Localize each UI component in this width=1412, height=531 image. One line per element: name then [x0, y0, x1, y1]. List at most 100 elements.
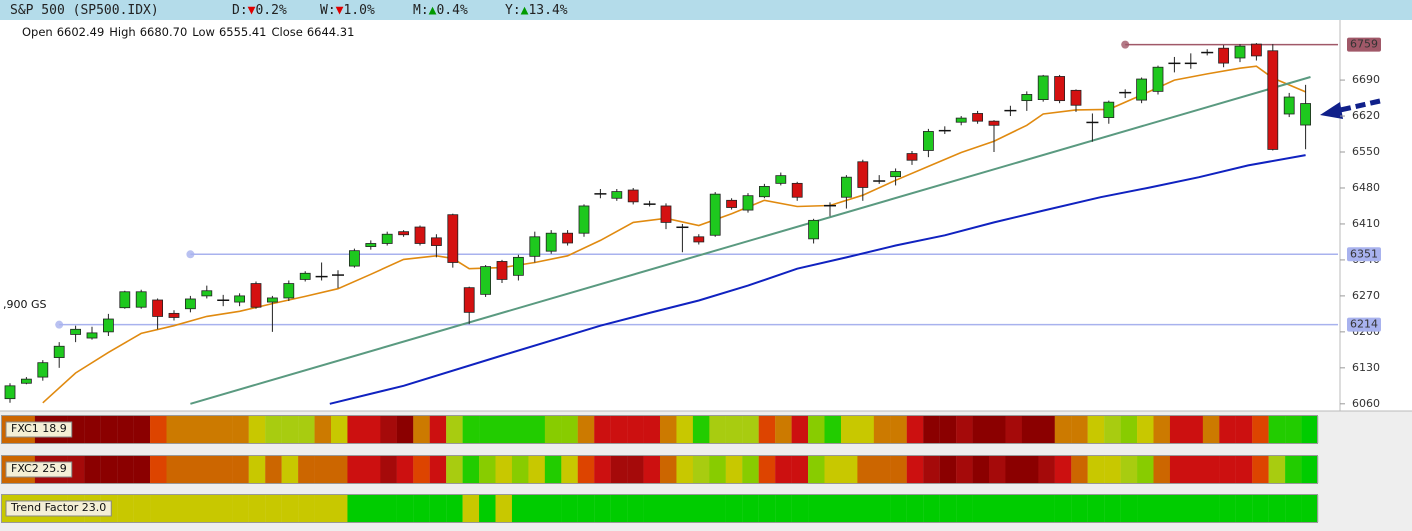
candle-body — [923, 131, 934, 151]
strip-cell — [1219, 416, 1236, 443]
strip-cell — [610, 456, 628, 483]
strip-cell — [363, 456, 381, 483]
strip-cell — [824, 456, 842, 483]
strip-cell — [1219, 456, 1236, 483]
ohlc-label: Close — [272, 25, 303, 39]
candle-body — [972, 113, 983, 122]
strip-cell — [923, 416, 940, 443]
strip-cell — [808, 416, 825, 443]
strip-cell — [610, 416, 628, 443]
candle-body — [611, 191, 623, 199]
candle-body — [217, 299, 230, 301]
ohlc-text: Open 6602.49 High 6680.70 Low 6555.41 Close 664… — [22, 25, 354, 39]
candle-body — [709, 193, 721, 236]
strip-cell — [528, 456, 545, 483]
change-arrow: ▼ — [248, 3, 256, 18]
y-tick-label: 6620 — [1352, 109, 1380, 122]
strip-cell — [742, 495, 759, 522]
strip-cell — [1285, 495, 1302, 522]
y-tick-label: 6550 — [1352, 145, 1380, 158]
level-label: 6351 — [1350, 247, 1378, 260]
strip-cell — [298, 495, 315, 522]
strip-cell — [972, 416, 990, 443]
arrow-head — [1320, 102, 1343, 119]
strip-cell — [314, 495, 332, 522]
strip-cell — [446, 495, 463, 522]
strip-cell — [1137, 495, 1154, 522]
strip-cell — [561, 416, 578, 443]
ohlc-label: Low — [192, 25, 215, 39]
candle-body — [4, 385, 16, 400]
strip-cell — [248, 495, 266, 522]
candle-body — [578, 205, 590, 234]
strip-label: FXC2 25.9 — [11, 462, 67, 475]
candle-body — [1283, 96, 1295, 115]
strip-cell — [429, 416, 447, 443]
strip-cell — [791, 495, 809, 522]
change-value: 1.0% — [343, 3, 374, 18]
strip-cell — [511, 495, 529, 522]
strip-cell — [1005, 495, 1023, 522]
strip-cell — [725, 456, 743, 483]
candle-body — [693, 236, 705, 243]
change-value: 0.2% — [255, 3, 286, 18]
strip-cell — [857, 456, 874, 483]
candle-body — [1119, 91, 1132, 94]
ohlc-value: 6602.49 — [57, 25, 105, 39]
strip-cell — [775, 456, 792, 483]
candle-body — [266, 297, 278, 303]
strip-cell — [923, 456, 940, 483]
level-dot — [1121, 40, 1130, 49]
strip-cell — [117, 456, 134, 483]
strip-cell — [314, 416, 332, 443]
strip-cell — [873, 416, 891, 443]
strip-cell — [709, 456, 726, 483]
strip-label-box — [5, 500, 112, 517]
candle-body — [1251, 43, 1262, 57]
candle-body — [1267, 50, 1279, 150]
level-dot — [186, 250, 195, 259]
strip-cell — [857, 416, 874, 443]
strip-cell — [429, 495, 447, 522]
strip-cell — [84, 456, 101, 483]
candle-body — [562, 232, 573, 244]
strip-cell — [660, 495, 677, 522]
strip-cell — [150, 495, 167, 522]
strip-cell — [331, 416, 348, 443]
candle-body — [234, 295, 246, 303]
strip-cell — [347, 495, 365, 522]
strip-cell — [890, 416, 907, 443]
strip-cell — [528, 495, 545, 522]
strip-cell — [676, 495, 694, 522]
strip-cell — [281, 416, 299, 443]
strip-cell — [1235, 456, 1253, 483]
candle-body — [119, 291, 131, 309]
strip-cell — [281, 495, 299, 522]
strip-cell — [1005, 456, 1023, 483]
y-tick-label: 6130 — [1352, 361, 1380, 374]
candle-body — [676, 226, 689, 229]
strip-cell — [298, 456, 315, 483]
strip-cell — [1202, 456, 1220, 483]
strip-cell — [544, 416, 562, 443]
strip-cell — [396, 416, 414, 443]
strip-cell — [890, 495, 907, 522]
strip-cell — [1137, 416, 1154, 443]
strip-cell — [939, 416, 957, 443]
change-value: 13.4% — [528, 3, 567, 18]
candle-body — [414, 226, 426, 244]
strip-cell — [413, 416, 430, 443]
candle-body — [480, 266, 492, 295]
strip-cell — [396, 495, 414, 522]
strip-cell — [166, 416, 184, 443]
strip-cell — [627, 416, 644, 443]
y-tick-label: 6060 — [1352, 397, 1380, 410]
ohlc-value: 6680.70 — [140, 25, 188, 39]
y-tick-label: 6270 — [1352, 289, 1380, 302]
strip-cell — [577, 416, 595, 443]
strip-cell — [133, 495, 151, 522]
candle-body — [513, 256, 524, 276]
strip-cell — [1104, 495, 1121, 522]
candle-body — [1054, 76, 1065, 102]
strip-cell — [742, 456, 759, 483]
